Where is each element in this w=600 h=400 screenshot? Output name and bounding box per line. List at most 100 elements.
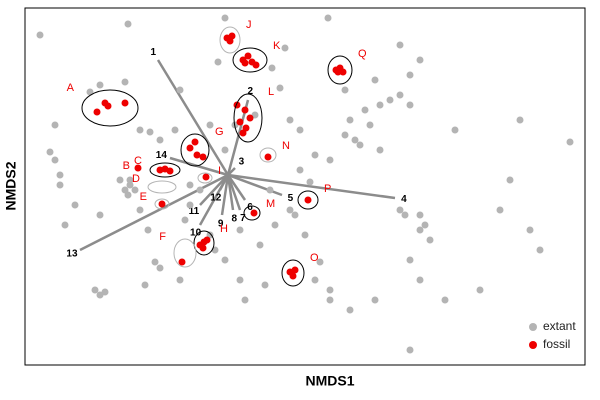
vector — [227, 167, 236, 176]
extant-point — [441, 296, 449, 304]
extant-point — [296, 126, 304, 134]
extant-point — [516, 116, 524, 124]
vector — [199, 174, 229, 206]
extant-point — [56, 181, 64, 189]
fossil-point — [202, 173, 210, 181]
group-ellipse — [197, 172, 213, 184]
extant-point — [241, 296, 249, 304]
group-label: N — [282, 140, 290, 152]
fossil-point — [104, 102, 112, 110]
group-label: A — [67, 82, 75, 94]
vector-label: 13 — [66, 249, 78, 260]
extant-point — [451, 126, 459, 134]
extant-point — [124, 20, 132, 28]
extant-point — [126, 181, 134, 189]
extant-point — [416, 211, 424, 219]
extant-point — [86, 88, 94, 96]
extant-point — [181, 216, 189, 224]
vector — [156, 59, 230, 176]
extant-point — [346, 306, 354, 314]
vector-label: 6 — [247, 202, 253, 213]
extant-point — [301, 231, 309, 239]
extant-point — [176, 276, 184, 284]
group-ellipse — [154, 198, 170, 210]
group-ellipse — [233, 93, 263, 143]
extant-point — [401, 211, 409, 219]
group-ellipse — [147, 180, 177, 194]
fossil-point — [228, 32, 236, 40]
fossil-point — [199, 153, 207, 161]
group-ellipse — [173, 238, 197, 268]
vector-label: 10 — [190, 227, 202, 238]
vector-label: 3 — [239, 156, 245, 167]
fossil-point — [291, 266, 299, 274]
group-ellipse — [243, 205, 261, 221]
extant-point — [51, 156, 59, 164]
extant-point — [236, 226, 244, 234]
extant-point — [566, 138, 574, 146]
fossil-point — [121, 99, 129, 107]
extant-point — [131, 186, 139, 194]
extant-point — [416, 276, 424, 284]
extant-point — [71, 201, 79, 209]
vector-label: 4 — [401, 194, 407, 205]
group-ellipse — [219, 26, 241, 54]
extant-point — [326, 156, 334, 164]
extant-point — [376, 146, 384, 154]
extant-point — [396, 41, 404, 49]
extant-point — [56, 171, 64, 179]
extant-point — [406, 346, 414, 354]
vector-label: 8 — [231, 214, 237, 225]
extant-point — [151, 258, 159, 266]
group-ellipse — [281, 259, 305, 287]
fossil-point — [186, 144, 194, 152]
group-ellipse — [193, 230, 215, 256]
extant-point — [371, 296, 379, 304]
extant-point — [116, 176, 124, 184]
fossil-point — [334, 68, 342, 76]
extant-point — [186, 201, 194, 209]
group-label: P — [324, 183, 331, 195]
extant-point — [176, 86, 184, 94]
extant-point — [286, 206, 294, 214]
vector-label: 7 — [240, 213, 246, 224]
vector — [79, 173, 229, 252]
group-label: O — [310, 252, 319, 264]
extant-point — [416, 226, 424, 234]
group-label: H — [220, 223, 228, 235]
vector — [218, 174, 230, 191]
vector — [227, 173, 396, 200]
extant-point — [276, 84, 284, 92]
extant-point — [236, 276, 244, 284]
extant-point — [286, 116, 294, 124]
extant-point — [396, 206, 404, 214]
extant-point — [214, 58, 222, 66]
extant-point — [416, 56, 424, 64]
extant-point — [124, 191, 132, 199]
extant-point — [406, 256, 414, 264]
extant-point — [156, 136, 164, 144]
fossil-point — [241, 59, 249, 67]
extant-point — [351, 136, 359, 144]
group-label: Q — [358, 48, 367, 60]
group-label: C — [134, 155, 142, 167]
extant-point — [396, 91, 404, 99]
fossil-point — [199, 244, 207, 252]
group-label: I — [218, 165, 221, 177]
extant-point — [141, 281, 149, 289]
extant-point — [371, 76, 379, 84]
fossil-point — [158, 200, 166, 208]
extant-point — [386, 96, 394, 104]
extant-point — [261, 281, 269, 289]
vector-label: 1 — [151, 47, 157, 58]
vector-label: 11 — [189, 206, 200, 217]
extant-point — [291, 211, 299, 219]
legend-label: extant — [543, 319, 576, 333]
fossil-point — [289, 272, 297, 280]
fossil-point — [264, 153, 272, 161]
vector — [226, 174, 247, 201]
fossil-point — [246, 114, 254, 122]
extant-point — [421, 221, 429, 229]
extant-point — [406, 71, 414, 79]
group-label: B — [123, 160, 130, 172]
